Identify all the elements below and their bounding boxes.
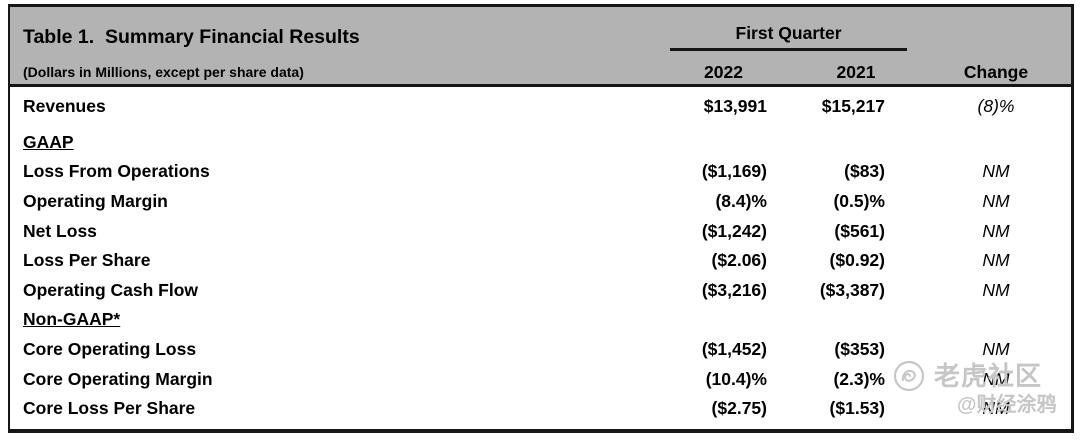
- value-change: (8)%: [977, 96, 1015, 117]
- value-change: NM: [982, 191, 1010, 212]
- value-change: NM: [982, 339, 1010, 360]
- row-core-loss-per-share: Core Loss Per Share ($2.75) ($1.53) NM: [10, 394, 1071, 424]
- section-label: Non-GAAP*: [23, 309, 121, 330]
- value-2021: ($561): [834, 220, 885, 241]
- value-2021: $15,217: [821, 96, 885, 117]
- table-header: Table 1. Summary Financial Results (Doll…: [10, 7, 1071, 87]
- value-2021: (0.5)%: [833, 191, 885, 212]
- value-2022: ($1,452): [701, 339, 767, 360]
- table-title: Table 1. Summary Financial Results: [23, 26, 360, 48]
- value-2022: (10.4)%: [705, 368, 767, 389]
- summary-financial-results-table: Table 1. Summary Financial Results (Doll…: [8, 4, 1074, 433]
- value-change: NM: [982, 220, 1010, 241]
- section-label: GAAP: [23, 131, 74, 152]
- row-gaap-section: GAAP: [10, 128, 1071, 158]
- row-label: Operating Margin: [23, 191, 168, 212]
- value-2021: ($353): [834, 339, 885, 360]
- table-subtitle: (Dollars in Millions, except per share d…: [23, 64, 304, 80]
- value-2022: ($2.06): [711, 250, 767, 271]
- row-operating-cash-flow: Operating Cash Flow ($3,216) ($3,387) NM: [10, 276, 1071, 306]
- row-label: Core Loss Per Share: [23, 398, 196, 419]
- value-2021: ($1.53): [829, 398, 885, 419]
- value-change: NM: [982, 368, 1010, 389]
- value-2022: $13,991: [703, 96, 767, 117]
- value-2022: ($2.75): [711, 398, 767, 419]
- value-2021: ($83): [844, 161, 885, 182]
- value-2021: ($0.92): [829, 250, 885, 271]
- row-label: Operating Cash Flow: [23, 279, 199, 300]
- row-label: Core Operating Loss: [23, 339, 197, 360]
- row-label: Net Loss: [23, 220, 97, 241]
- row-operating-margin: Operating Margin (8.4)% (0.5)% NM: [10, 187, 1071, 217]
- row-net-loss: Net Loss ($1,242) ($561) NM: [10, 216, 1071, 246]
- value-change: NM: [982, 279, 1010, 300]
- value-change: NM: [982, 161, 1010, 182]
- value-2022: ($1,169): [701, 161, 767, 182]
- value-2022: (8.4)%: [715, 191, 767, 212]
- row-loss-from-operations: Loss From Operations ($1,169) ($83) NM: [10, 157, 1071, 187]
- row-label: Core Operating Margin: [23, 368, 213, 389]
- column-header-2022: 2022: [704, 61, 743, 82]
- row-core-operating-margin: Core Operating Margin (10.4)% (2.3)% NM: [10, 364, 1071, 394]
- value-2021: (2.3)%: [833, 368, 885, 389]
- column-header-change: Change: [963, 61, 1029, 82]
- row-non-gaap-section: Non-GAAP*: [10, 305, 1071, 335]
- row-label: Revenues: [23, 96, 106, 117]
- value-change: NM: [982, 398, 1010, 419]
- value-2022: ($1,242): [701, 220, 767, 241]
- row-label: Loss Per Share: [23, 250, 151, 271]
- column-header-2021: 2021: [836, 61, 876, 82]
- row-revenues: Revenues $13,991 $15,217 (8)%: [10, 92, 1071, 122]
- value-2022: ($3,216): [701, 279, 767, 300]
- row-core-operating-loss: Core Operating Loss ($1,452) ($353) NM: [10, 335, 1071, 365]
- value-2021: ($3,387): [819, 279, 885, 300]
- value-change: NM: [982, 250, 1010, 271]
- period-header: First Quarter: [670, 23, 907, 51]
- row-loss-per-share: Loss Per Share ($2.06) ($0.92) NM: [10, 246, 1071, 276]
- table-body: Revenues $13,991 $15,217 (8)% GAAP Loss …: [10, 87, 1071, 424]
- row-label: Loss From Operations: [23, 161, 210, 182]
